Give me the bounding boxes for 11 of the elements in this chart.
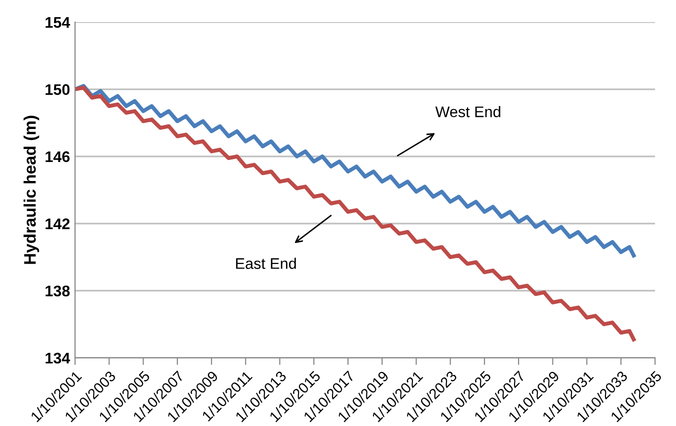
- y-tick-label: 150: [46, 84, 70, 95]
- y-tick-label: 146: [46, 151, 70, 162]
- annotation: West End: [435, 106, 500, 118]
- line-series: [75, 84, 636, 258]
- y-tick-label: 142: [46, 218, 70, 230]
- y-tick-label: 138: [46, 286, 70, 296]
- annotation: East End: [236, 258, 296, 269]
- line-series: [75, 86, 636, 342]
- y-axis-title: Hydraulic head (m): [24, 116, 40, 264]
- y-tick-label: 154: [46, 17, 70, 28]
- y-tick-label: 134: [46, 352, 70, 364]
